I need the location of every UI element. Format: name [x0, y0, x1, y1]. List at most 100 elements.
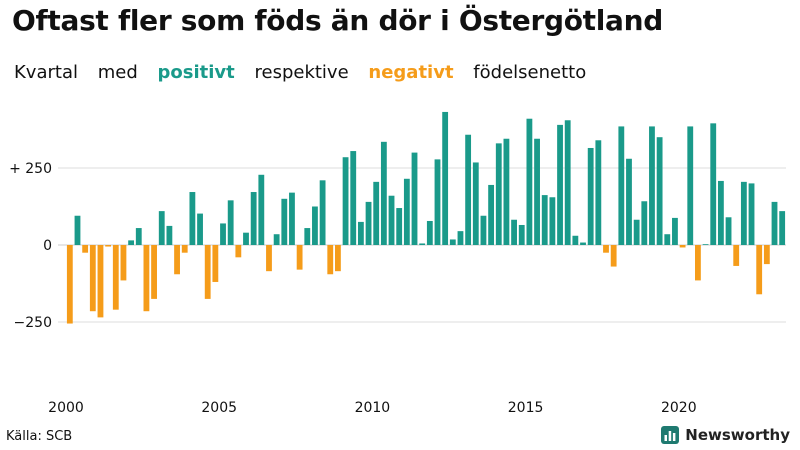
x-tick-label: 2000 [48, 400, 84, 416]
bar-positive [526, 118, 533, 245]
bar-positive [281, 198, 288, 245]
bar-positive [304, 228, 311, 245]
bar-positive [457, 231, 464, 245]
subtitle-word: födelsenetto [473, 62, 587, 83]
bar-negative [181, 245, 188, 253]
bar-positive [740, 181, 747, 245]
bar-positive [403, 178, 410, 245]
bar-positive [549, 197, 556, 245]
bar-positive [243, 232, 249, 245]
bar-positive [511, 219, 517, 245]
bar-positive [518, 224, 525, 245]
bar-positive [587, 147, 594, 245]
bar-negative [266, 245, 272, 272]
subtitle-word: med [97, 62, 138, 83]
bar-positive [365, 201, 372, 245]
legend-positive: positivt [157, 62, 235, 83]
bar-positive [687, 126, 694, 245]
bar-positive [434, 159, 441, 245]
bar-positive [641, 201, 648, 245]
bar-negative [679, 245, 686, 248]
x-tick-label: 2005 [201, 400, 237, 416]
y-tick-label: 0 [43, 238, 52, 254]
source-note: Källa: SCB [6, 429, 73, 444]
bar-positive [541, 195, 548, 245]
bar-positive [557, 124, 563, 245]
bar-positive [564, 120, 571, 245]
bar-positive [373, 181, 380, 245]
bar-positive [472, 162, 479, 245]
brand-name: Newsworthy [685, 426, 790, 444]
bar-negative [66, 245, 73, 324]
bar-positive [189, 192, 196, 245]
bar-positive [748, 183, 755, 245]
bar-negative [105, 245, 112, 247]
bar-positive [426, 220, 433, 245]
bar-positive [633, 219, 640, 245]
bar-positive [717, 180, 724, 245]
bar-positive [618, 126, 625, 245]
chart-bars-icon [661, 426, 680, 444]
bar-positive [649, 126, 655, 245]
bar-negative [296, 245, 303, 270]
chart-title: Oftast fler som föds än dör i Östergötla… [12, 4, 664, 37]
bar-positive [158, 211, 165, 245]
bar-negative [89, 245, 96, 312]
bar-negative [695, 245, 701, 281]
bar-positive [273, 234, 280, 245]
bar-negative [143, 245, 150, 312]
bar-positive [465, 134, 472, 245]
bar-positive [534, 138, 540, 245]
bar-positive [380, 141, 387, 245]
bar-negative [151, 245, 157, 299]
bar-positive [197, 213, 203, 245]
x-tick-label: 2015 [508, 400, 544, 416]
bar-positive [572, 235, 579, 245]
bar-positive [74, 215, 81, 245]
bar-positive [227, 200, 234, 245]
bar-positive [135, 228, 142, 245]
bar-positive [258, 174, 265, 245]
bar-positive [656, 137, 663, 245]
bar-negative [174, 245, 180, 275]
bar-positive [595, 140, 602, 245]
bar-negative [763, 245, 770, 265]
bar-positive [220, 223, 226, 245]
bar-positive [626, 158, 632, 245]
chart-subtitle: Kvartal med positivt respektive negativt… [14, 62, 600, 83]
bar-positive [419, 243, 426, 245]
x-tick-label: 2010 [355, 400, 391, 416]
legend-negative: negativt [368, 62, 454, 83]
bar-negative [327, 245, 334, 275]
bar-positive [411, 152, 418, 245]
bar-positive [725, 217, 732, 245]
bar-positive [442, 111, 449, 245]
y-tick-label: + 250 [9, 161, 52, 177]
bar-positive [702, 244, 709, 245]
bar-positive [672, 217, 678, 245]
bar-positive [319, 180, 326, 245]
bar-negative [603, 245, 609, 253]
bar-negative [97, 245, 104, 318]
bar-positive [779, 211, 786, 245]
bar-positive [396, 208, 403, 245]
bar-positive [128, 240, 135, 245]
bar-positive [710, 123, 717, 245]
bar-positive [480, 215, 487, 245]
bar-positive [312, 206, 318, 245]
bar-negative [756, 245, 763, 295]
bar-negative [82, 245, 89, 253]
brand-logo: Newsworthy [661, 426, 790, 444]
bar-positive [449, 239, 456, 245]
bar-positive [357, 221, 364, 245]
bar-positive [388, 195, 395, 245]
bar-positive [503, 138, 510, 245]
bar-negative [733, 245, 740, 266]
x-tick-label: 2020 [661, 400, 697, 416]
bar-positive [580, 242, 586, 245]
subtitle-word: respektive [254, 62, 349, 83]
bar-positive [350, 151, 357, 245]
bar-positive [289, 192, 295, 245]
bar-positive [771, 201, 778, 245]
